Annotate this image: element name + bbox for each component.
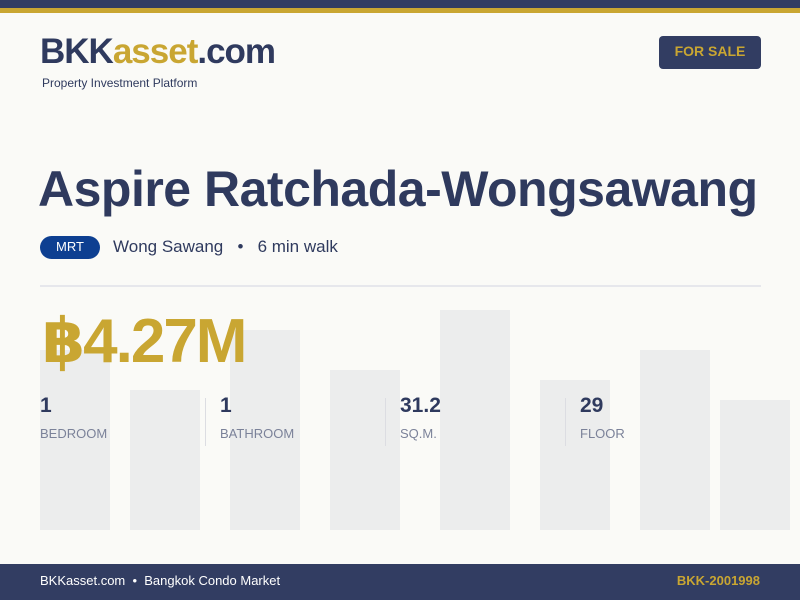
stat-floor: 29 FLOOR [580,394,625,441]
skyline-bar [720,400,790,530]
footer: BKKasset.com • Bangkok Condo Market BKK-… [0,564,800,600]
stat-divider [205,398,206,446]
stat-label: BEDROOM [40,426,108,441]
stat-bathroom: 1 BATHROOM [220,394,294,441]
stat-value: 29 [580,394,604,417]
walk-time: 6 min walk [257,237,338,256]
skyline-bar [330,370,400,530]
skyline-bar [40,350,110,530]
stat-divider [385,398,386,446]
footer-text: BKKasset.com • Bangkok Condo Market [40,573,281,588]
divider [40,285,761,287]
stat-value: 1 [220,394,232,417]
logo-part: BKK [40,32,114,71]
stat-label: SQ.M. [400,426,437,441]
transit-badge: MRT [40,236,100,259]
for-sale-badge: FOR SALE [659,36,761,69]
skyline-bar [540,380,610,530]
price: ฿4.27M [42,307,247,376]
property-title: Aspire Ratchada-Wongsawang [38,161,758,217]
stat-label: FLOOR [580,426,625,441]
skyline-bar [230,330,300,530]
station-name: Wong Sawang [113,237,224,256]
logo-part: .com [197,32,276,71]
stat-divider [565,398,566,446]
stat-label: BATHROOM [220,426,295,441]
location-line: Wong Sawang • 6 min walk [113,237,338,257]
logo-part: asset [112,32,199,71]
logo[interactable]: BKKasset.com [40,32,276,72]
tagline: Property Investment Platform [42,76,198,90]
separator: • [237,237,244,256]
listing-code: BKK-2001998 [676,573,760,588]
skyline-bar [640,350,710,530]
stat-area: 31.2 SQ.M. [400,394,441,441]
skyline-bar [440,310,510,530]
stat-value: 31.2 [400,394,441,417]
stat-bedroom: 1 BEDROOM [40,394,107,441]
skyline-bar [130,390,200,530]
gold-accent-bar [0,8,800,13]
stat-value: 1 [40,394,52,417]
top-accent-bar [0,0,800,8]
